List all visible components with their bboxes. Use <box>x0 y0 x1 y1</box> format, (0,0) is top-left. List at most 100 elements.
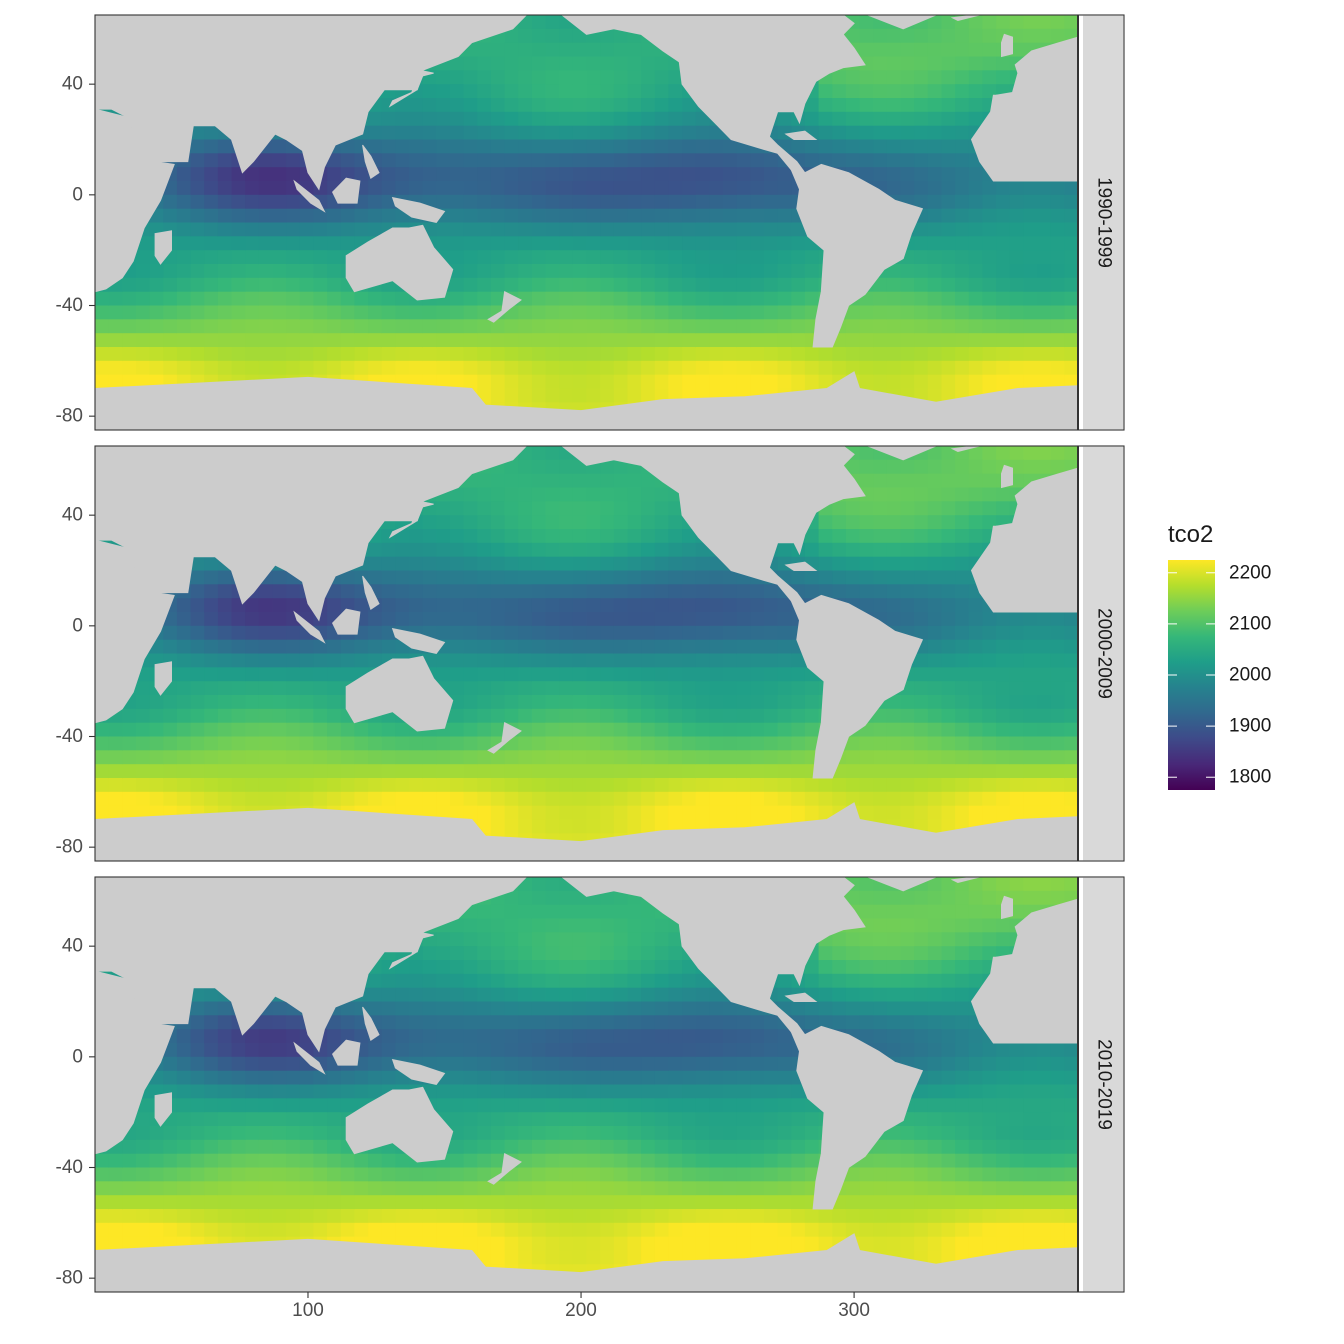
heatmap-cell <box>859 584 874 599</box>
heatmap-cell <box>750 598 765 613</box>
heatmap-cell <box>791 319 806 334</box>
heatmap-cell <box>231 347 246 362</box>
heatmap-cell <box>95 791 110 807</box>
heatmap-cell <box>95 319 110 334</box>
heatmap-cell <box>531 250 547 265</box>
heatmap-cell <box>559 305 574 320</box>
heatmap-cell <box>122 319 137 334</box>
heatmap-cell <box>1023 374 1038 390</box>
heatmap-cell <box>463 277 478 293</box>
heatmap-cell <box>217 1015 233 1030</box>
heatmap-cell <box>777 374 792 390</box>
heatmap-cell <box>327 1167 342 1182</box>
heatmap-cell <box>955 681 970 696</box>
heatmap-cell <box>750 584 765 599</box>
heatmap-cell <box>668 722 683 738</box>
heatmap-cell <box>804 250 820 265</box>
heatmap-cell <box>941 750 956 765</box>
heatmap-cell <box>695 181 710 196</box>
heatmap-cell <box>477 291 492 307</box>
heatmap-cell <box>340 167 356 182</box>
heatmap-cell <box>108 319 123 334</box>
heatmap-cell <box>531 805 547 821</box>
heatmap-cell <box>545 277 560 293</box>
heatmap-cell <box>668 556 683 572</box>
heatmap-cell <box>422 319 437 334</box>
heatmap-cell <box>654 722 670 738</box>
heatmap-cell <box>1064 194 1078 210</box>
heatmap-cell <box>791 250 806 265</box>
heatmap-cell <box>272 333 287 348</box>
heatmap-cell <box>95 722 110 738</box>
heatmap-cell <box>613 42 629 58</box>
heatmap-cell <box>299 722 315 738</box>
heatmap-cell <box>381 598 396 613</box>
heatmap-cell <box>600 487 615 502</box>
heatmap-cell <box>286 1112 301 1127</box>
heatmap-cell <box>354 222 369 237</box>
heatmap-cell <box>927 819 943 834</box>
heatmap-cell <box>695 125 710 141</box>
heatmap-cell <box>941 139 956 154</box>
heatmap-cell <box>204 1222 219 1238</box>
heatmap-cell <box>572 153 588 168</box>
heatmap-cell <box>286 264 301 279</box>
heatmap-cell <box>354 1195 369 1210</box>
heatmap-cell <box>463 56 478 71</box>
heatmap-cell <box>955 501 970 516</box>
heatmap-cell <box>572 764 588 779</box>
heatmap-cell <box>136 1139 151 1155</box>
heatmap-cell <box>518 819 533 834</box>
heatmap-cell <box>149 347 164 362</box>
north-america-landmass <box>561 15 866 174</box>
heatmap-cell <box>108 764 123 779</box>
heatmap-cell <box>504 819 519 834</box>
heatmap-cell <box>1037 722 1052 738</box>
heatmap-cell <box>477 542 492 558</box>
heatmap-cell <box>886 778 902 793</box>
y-tick-label: 40 <box>62 505 83 526</box>
heatmap-cell <box>586 667 601 682</box>
heatmap-cell <box>149 778 164 793</box>
heatmap-cell <box>572 319 588 334</box>
heatmap-cell <box>668 305 683 320</box>
heatmap-cell <box>545 791 560 807</box>
heatmap-cell <box>258 1209 274 1224</box>
heatmap-cell <box>941 805 956 821</box>
heatmap-cell <box>463 529 478 544</box>
heatmap-cell <box>531 125 547 141</box>
heatmap-cell <box>531 722 547 738</box>
y-tick-label: 40 <box>62 74 83 95</box>
heatmap-cell <box>886 42 902 58</box>
heatmap-cell <box>272 1084 287 1099</box>
heatmap-cell <box>613 750 629 765</box>
heatmap-cell <box>1009 708 1024 724</box>
heatmap-cell <box>395 556 410 572</box>
heatmap-cell <box>682 333 697 348</box>
heatmap-cell <box>204 319 219 334</box>
heatmap-cell <box>518 529 533 544</box>
heatmap-cell <box>695 264 710 279</box>
heatmap-cell <box>95 736 110 751</box>
heatmap-cell <box>941 250 956 265</box>
heatmap-cell <box>900 487 915 502</box>
heatmap-cell <box>108 1153 123 1169</box>
heatmap-cell <box>450 639 465 655</box>
heatmap-cell <box>422 333 437 348</box>
heatmap-cell <box>572 250 588 265</box>
heatmap-cell <box>136 291 151 307</box>
heatmap-cell <box>245 778 260 793</box>
heatmap-cell <box>886 360 902 376</box>
heatmap-cell <box>764 264 779 279</box>
heatmap-cell <box>395 570 410 585</box>
heatmap-cell <box>545 612 560 627</box>
heatmap-cell <box>204 333 219 348</box>
heatmap-cell <box>545 667 560 682</box>
heatmap-cell <box>955 305 970 320</box>
heatmap-cell <box>299 347 315 362</box>
heatmap-cell <box>559 473 574 489</box>
heatmap-cell <box>122 333 137 348</box>
heatmap-cell <box>477 153 492 168</box>
heatmap-cell <box>354 722 369 738</box>
heatmap-cell <box>545 291 560 307</box>
